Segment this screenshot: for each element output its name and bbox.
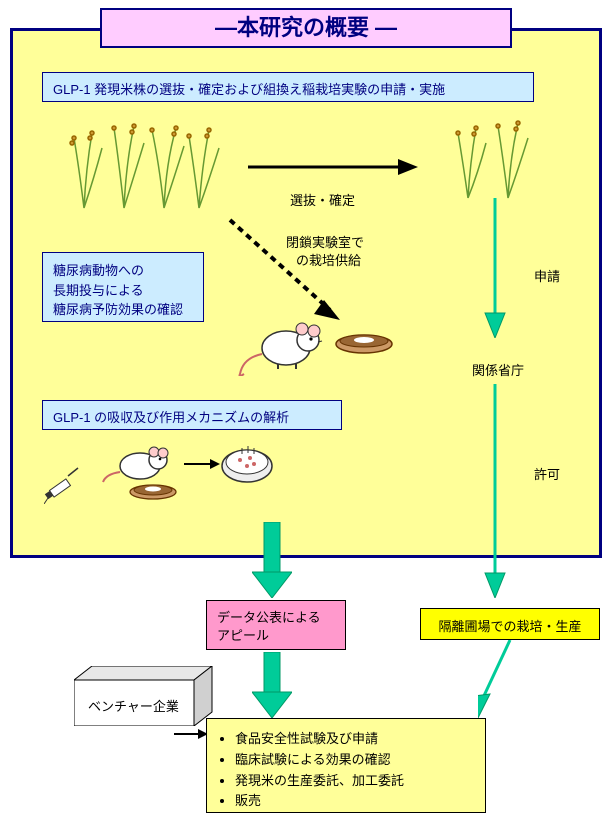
box2-line3: 糖尿病予防効果の確認 bbox=[53, 300, 193, 320]
y2-item3: 発現米の生産委託、加工委託 bbox=[235, 771, 471, 792]
yellow-final-box: 食品安全性試験及び申請 臨床試験による効果の確認 発現米の生産委託、加工委託 販… bbox=[206, 718, 486, 813]
y2-item1: 食品安全性試験及び申請 bbox=[235, 729, 471, 750]
box2-line2: 長期投与による bbox=[53, 281, 193, 301]
y2-item4: 販売 bbox=[235, 791, 471, 812]
venture-text: ベンチャー企業 bbox=[88, 696, 179, 715]
mouse-icon-2 bbox=[100, 436, 180, 484]
arrow-selection bbox=[248, 152, 418, 182]
pink-line1: データ公表による bbox=[217, 609, 335, 627]
label-apply: 申請 bbox=[534, 266, 560, 285]
pink-line2: アピール bbox=[217, 627, 335, 645]
arrow-block-down2 bbox=[252, 652, 292, 718]
rice-plants-right bbox=[428, 108, 558, 208]
dish-icon-2 bbox=[128, 480, 178, 500]
box-mechanism: GLP-1 の吸収及び作用メカニズムの解析 bbox=[42, 400, 342, 430]
label-selection: 選抜・確定 bbox=[290, 190, 355, 209]
arrow-permit bbox=[480, 384, 510, 598]
rice-plants-left bbox=[44, 108, 234, 218]
arrow-diag-teal bbox=[478, 640, 538, 718]
title-box: ―本研究の概要 ― bbox=[100, 8, 512, 48]
arrow-apply bbox=[480, 198, 510, 338]
label-closed: 閉鎖実験室で bbox=[286, 232, 364, 251]
mouse-icon-1 bbox=[238, 306, 328, 376]
petri-icon bbox=[220, 440, 274, 484]
arrow-block-down1 bbox=[252, 522, 292, 598]
label-permit: 許可 bbox=[534, 464, 560, 483]
label-agency: 関係省庁 bbox=[472, 360, 524, 379]
box-diabetes-confirm: 糖尿病動物への 長期投与による 糖尿病予防効果の確認 bbox=[42, 252, 204, 322]
pink-box: データ公表による アピール bbox=[206, 600, 346, 650]
label-closed2: の栽培供給 bbox=[296, 250, 361, 269]
arrow-small bbox=[184, 456, 220, 472]
dish-icon-1 bbox=[334, 330, 394, 354]
syringe-icon bbox=[44, 464, 84, 504]
venture-box: ベンチャー企業 bbox=[74, 666, 214, 726]
arrow-venture bbox=[174, 726, 208, 742]
box2-line1: 糖尿病動物への bbox=[53, 261, 193, 281]
box-strain-selection: GLP-1 発現米株の選抜・確定および組換え稲栽培実験の申請・実施 bbox=[42, 72, 534, 102]
y2-item2: 臨床試験による効果の確認 bbox=[235, 750, 471, 771]
yellow-isolation-field: 隔離圃場での栽培・生産 bbox=[420, 608, 600, 640]
